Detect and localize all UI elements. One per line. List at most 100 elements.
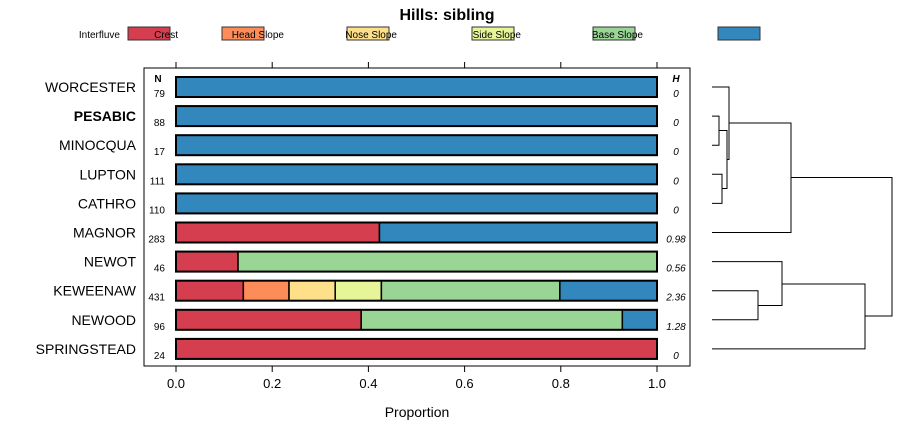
h-value: 0 [673,118,679,129]
bar-segment-base-slope [175,76,658,98]
legend-swatch [717,26,761,41]
bar-outline [175,337,658,360]
legend-label: Crest [154,30,178,41]
h-value: 0.56 [666,264,686,275]
dendrogram-branch [712,173,723,204]
bar-outline [175,134,658,157]
bar-rows: WORCESTER 79 0 PESABIC 88 0 MINOCQUA 17 0 LUPTON 1… [36,76,686,362]
row-label: NEWOOD [71,312,136,328]
h-value: 0 [673,176,679,187]
x-axis: 0.0 0.2 0.4 0.6 0.8 1.0 [167,62,666,391]
h-value: 0 [673,89,679,100]
bar-segment-interfluve [175,250,239,273]
bar-outline [175,163,658,186]
x-tick-label: 0.0 [167,376,185,391]
row-label: SPRINGSTEAD [36,341,136,357]
plot-panel [143,67,691,367]
bar-outline [175,279,658,302]
h-value: 0 [673,205,679,216]
n-value: 79 [154,89,166,100]
bar-row: PESABIC 88 0 [74,105,679,129]
bar-outline [175,308,658,331]
h-value: 1.28 [666,322,686,333]
dendrogram-branch [712,283,866,350]
n-value: 46 [154,264,166,275]
legend-label: Head Slope [232,30,285,41]
dendrogram-branch [712,86,730,160]
legend-swatch [592,26,636,41]
dendrogram [712,86,893,350]
n-value: 111 [150,176,166,187]
bar-outline [175,250,658,273]
n-value: 110 [149,205,165,216]
bar-row: NEWOT 46 0.56 [84,250,686,275]
legend-label: Interfluve [79,30,121,41]
bar-segment-base-slope [175,105,658,127]
dendrogram-branch [791,177,893,317]
legend-swatch [127,26,171,41]
legend-label: Side Slope [473,30,522,41]
dendrogram-branch [712,290,759,321]
row-label: WORCESTER [45,79,136,95]
bar-row: SPRINGSTEAD 24 0 [36,337,679,362]
bar-row: CATHRO 110 0 [78,192,679,216]
legend-label: Nose Slope [345,30,397,41]
bar-segment-side-slope [360,309,624,331]
row-label: MINOCQUA [59,137,137,153]
n-value: 96 [154,322,166,333]
bar-segment-interfluve [175,279,245,302]
bar-segment-base-slope [559,279,658,302]
dendrogram-branch [719,130,728,189]
n-value: 283 [148,235,165,246]
bar-outline [175,192,658,215]
h-value: 0.98 [666,235,686,246]
legend-swatch [221,26,265,41]
bar-outline [175,76,658,98]
x-tick-label: 0.4 [359,376,377,391]
chart-title: Hills: sibling [399,7,494,24]
row-label: MAGNOR [73,225,136,241]
row-label: NEWOT [84,254,137,270]
bar-segment-base-slope [175,134,658,156]
bar-outline [175,221,658,244]
bar-row: LUPTON 111 0 [79,163,679,187]
bar-segment-head-slope [288,279,336,302]
bar-segment-interfluve [175,338,658,360]
bar-segment-nose-slope [334,279,383,302]
bar-segment-base-slope [621,309,658,331]
legend-label: Base Slope [592,30,644,41]
h-value: 0 [673,147,679,158]
dendrogram-branch [712,261,783,306]
bar-outline [175,105,658,128]
bar-segment-base-slope [378,221,658,244]
h-value: 2.36 [665,293,686,304]
h-header: H [672,74,680,85]
bar-row: MINOCQUA 17 0 [59,134,679,158]
n-value: 431 [148,293,165,304]
dendrogram-branch [712,115,720,146]
bar-segment-interfluve [175,221,381,244]
n-value: 17 [154,147,166,158]
dendrogram-branch [712,122,792,233]
row-label: LUPTON [79,166,136,182]
bar-segment-base-slope [175,163,658,186]
x-tick-label: 1.0 [648,376,666,391]
bar-segment-interfluve [175,309,362,331]
row-label: CATHRO [78,195,136,211]
row-label: KEWEENAW [53,283,136,299]
x-tick-label: 0.2 [263,376,281,391]
n-value: 24 [154,351,166,362]
legend-swatch [471,26,515,41]
h-value: 0 [673,351,679,362]
n-header: N [154,74,161,85]
bar-segment-side-slope [237,250,658,273]
row-label: PESABIC [74,108,136,124]
legend-swatch [346,26,390,41]
bar-segment-base-slope [175,192,658,215]
bar-segment-side-slope [380,279,561,302]
x-tick-label: 0.6 [456,376,474,391]
x-tick-label: 0.8 [552,376,570,391]
bar-row: KEWEENAW 431 2.36 [53,279,686,304]
bar-row: MAGNOR 283 0.98 [73,221,686,246]
